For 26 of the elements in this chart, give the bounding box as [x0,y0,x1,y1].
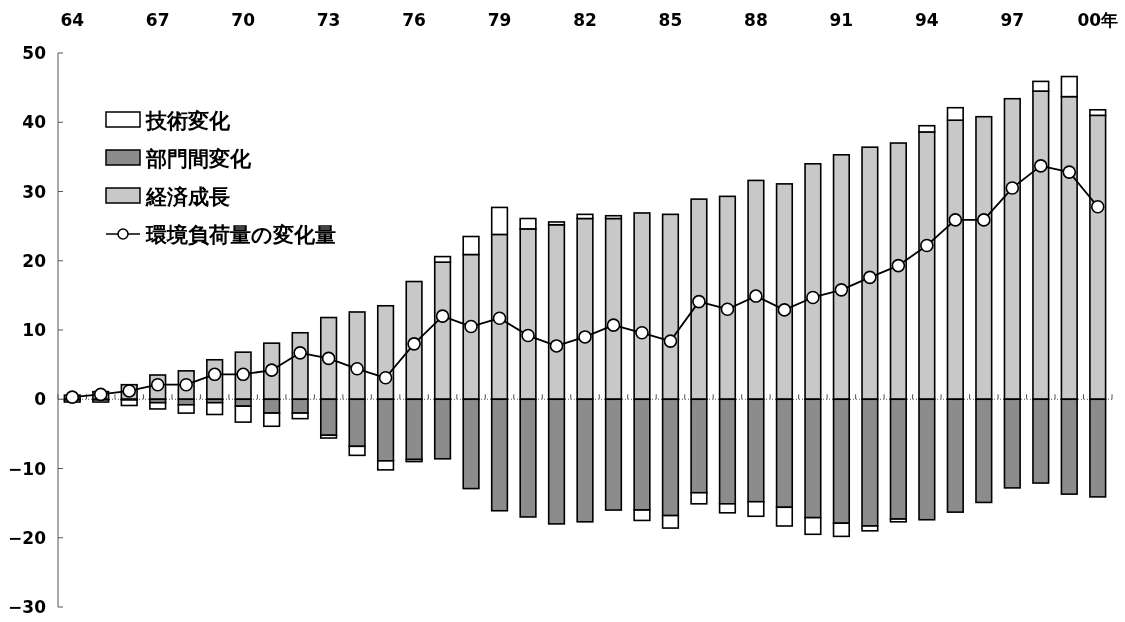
x-tick-label: 91 [829,10,854,30]
y-tick-label: 50 [22,43,47,63]
y-tick-label: 30 [22,181,47,202]
x-tick-label: 70 [231,10,256,30]
x-tick-label: 97 [1000,10,1025,30]
y-tick-label: −10 [8,458,47,479]
x-tick-label: 76 [402,10,426,30]
x-tick-label: 67 [145,10,170,30]
x-tick-label: 79 [487,10,512,30]
legend-label: 技術変化 [145,109,231,133]
y-tick-label: 40 [22,112,47,133]
y-tick-label: −30 [8,597,47,617]
y-tick-label: 0 [34,389,47,410]
legend-label: 部門間変化 [145,147,252,171]
x-tick-label: 85 [658,10,683,30]
x-tick-label: 82 [573,10,597,30]
x-tick-label: 73 [316,10,341,30]
x-tick-label: 64 [60,10,85,30]
y-tick-label: 10 [22,320,47,340]
y-tick-label: 20 [22,250,47,271]
x-tick-label: 00年 [1077,10,1119,30]
y-tick-label: −20 [8,527,47,548]
legend-label: 環境負荷量の変化量 [145,223,336,247]
x-tick-label: 94 [915,10,939,30]
legend-label: 経済成長 [145,185,230,209]
x-tick-label: 88 [744,10,768,30]
